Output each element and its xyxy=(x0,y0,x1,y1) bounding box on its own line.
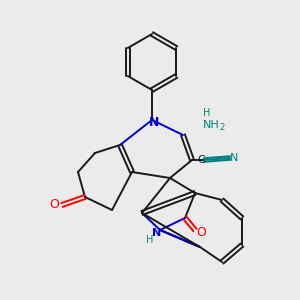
Text: N: N xyxy=(152,228,162,238)
Text: H: H xyxy=(203,108,210,118)
Text: H: H xyxy=(146,235,154,245)
Text: NH: NH xyxy=(203,120,220,130)
Text: C: C xyxy=(197,155,205,165)
Text: O: O xyxy=(49,199,59,212)
Text: 2: 2 xyxy=(219,124,224,133)
Text: N: N xyxy=(230,153,238,163)
Text: O: O xyxy=(196,226,206,238)
Text: N: N xyxy=(149,116,159,128)
